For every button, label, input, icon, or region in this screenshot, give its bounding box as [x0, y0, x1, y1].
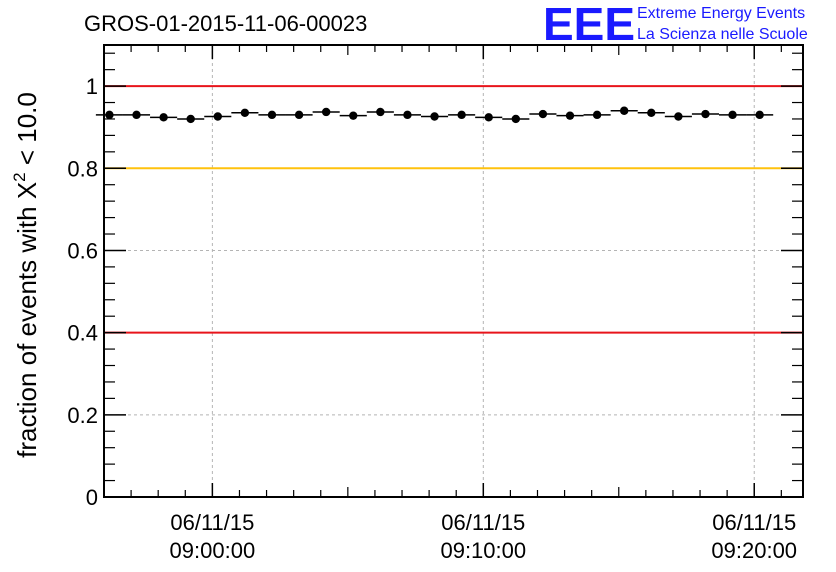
- data-point: [349, 111, 358, 120]
- y-axis-label: fraction of events with X2 < 10.0: [10, 92, 42, 458]
- grid: [104, 45, 803, 497]
- data-point: [294, 110, 304, 120]
- data-point: [592, 110, 602, 120]
- data-point: [240, 108, 250, 118]
- y-tick-label: 0.4: [67, 321, 98, 346]
- data-point: [538, 109, 548, 119]
- x-tick-date: 06/11/15: [712, 510, 796, 535]
- data-point: [511, 114, 521, 124]
- axis-ticks: 0 0.2 0.4 0.6 0.8 1 06/11/15 09:00:00 06/11/15 09…: [67, 45, 803, 563]
- data-point: [565, 111, 575, 120]
- data-point: [132, 110, 141, 120]
- data-point: [430, 112, 439, 121]
- data-points: [95, 106, 774, 124]
- y-label-superscript: 2: [10, 172, 29, 181]
- x-tick-time: 09:00:00: [170, 538, 256, 563]
- logo-mark: EEE: [543, 0, 635, 50]
- plot-frame: [103, 44, 804, 498]
- data-point: [619, 106, 629, 115]
- data-point: [674, 112, 683, 121]
- y-tick-label: 1: [86, 74, 98, 99]
- y-tick-label: 0.6: [67, 238, 98, 263]
- x-tick-time: 09:20:00: [711, 538, 797, 563]
- data-point: [159, 113, 168, 122]
- x-tick-date: 06/11/15: [441, 510, 525, 535]
- y-tick-label: 0.2: [67, 403, 98, 428]
- chart-title: GROS-01-2015-11-06-00023: [84, 11, 367, 36]
- data-point: [755, 110, 764, 120]
- data-point: [647, 108, 656, 118]
- eee-logo: EEE Extreme Energy Events La Scienza nel…: [543, 0, 808, 50]
- data-point: [701, 109, 710, 119]
- x-tick-time: 09:10:00: [440, 538, 526, 563]
- reference-lines: [104, 85, 803, 334]
- data-point: [728, 110, 737, 120]
- data-point: [321, 107, 331, 117]
- data-point: [484, 113, 493, 122]
- data-point: [105, 110, 114, 120]
- data-point: [186, 114, 195, 124]
- logo-line2: La Scienza nelle Scuole: [637, 26, 808, 43]
- logo-line1: Extreme Energy Events: [637, 5, 805, 22]
- data-point: [213, 112, 222, 121]
- y-axis-label-group: fraction of events with X2 < 10.0: [10, 92, 42, 458]
- data-point: [457, 110, 466, 120]
- y-tick-label: 0.8: [67, 156, 98, 181]
- data-point: [267, 110, 277, 120]
- y-tick-label: 0: [86, 485, 98, 510]
- y-label-tail: < 10.0: [12, 92, 42, 172]
- data-point: [403, 110, 412, 120]
- y-label-main: fraction of events with X: [12, 182, 42, 458]
- x-tick-date: 06/11/15: [170, 510, 254, 535]
- data-point: [376, 107, 385, 117]
